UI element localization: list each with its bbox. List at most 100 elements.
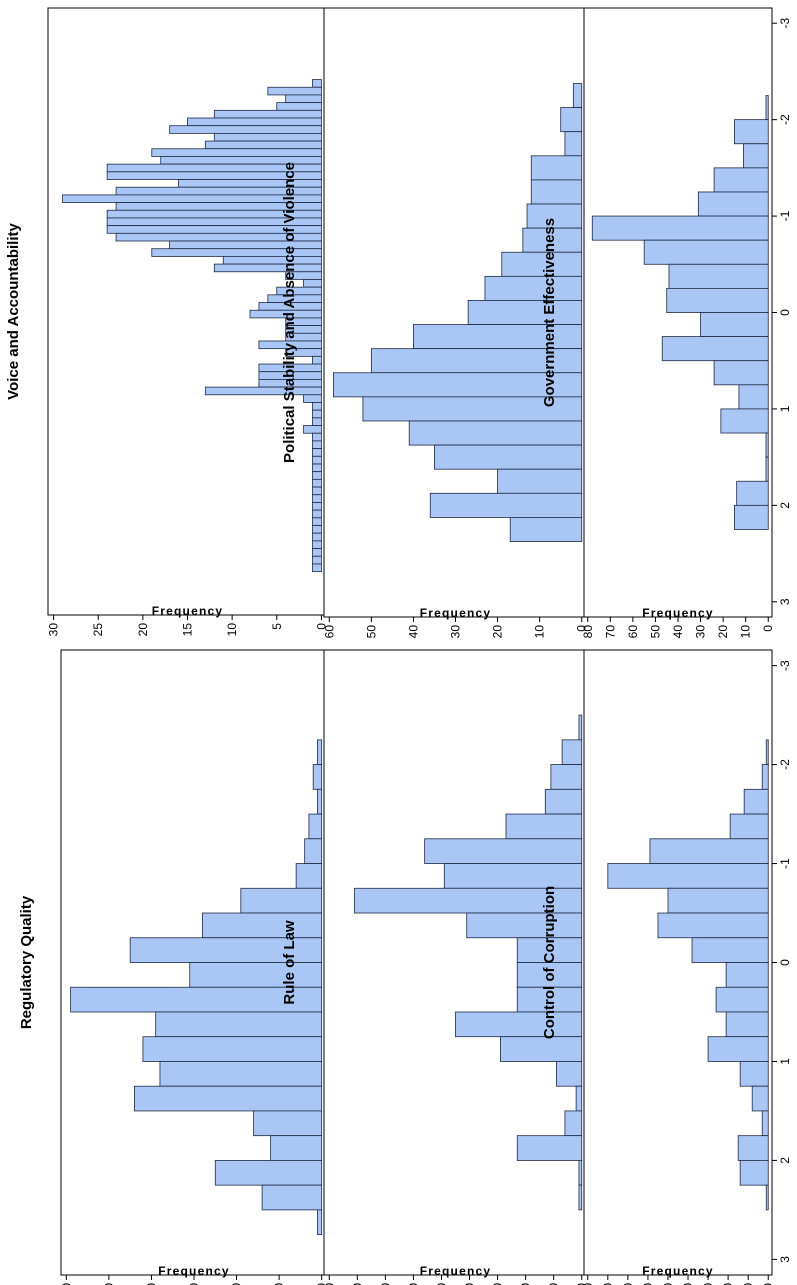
chart-panel: 0102030405060708090-3-2-10123FrequencyRu… [281,650,607,1285]
frequency-tick-label: 15 [181,623,195,637]
histogram-bar [317,740,321,765]
histogram-bar [188,118,322,126]
histogram-bar [312,533,321,541]
histogram-bar [698,192,768,216]
histogram-bar [734,120,768,144]
frequency-axis-label: Frequency [642,606,714,620]
value-tick-label: 3 [778,1256,792,1263]
histogram-bar [156,1012,322,1037]
histogram-bar [667,288,769,312]
histogram-bar [286,95,322,103]
histogram-bar [214,110,321,118]
frequency-tick-label: 30 [449,625,463,639]
histogram-bar [485,276,582,300]
histogram-bar [565,132,582,156]
panel-title: Rule of Law [281,920,298,1005]
histogram-bar [766,96,768,120]
value-tick-label: 1 [778,405,792,412]
panel-title: Control of Corruption [541,886,558,1039]
histogram-bar [714,361,768,385]
histogram-bar [506,814,582,839]
histogram-bar [551,765,582,790]
frequency-tick-label: 20 [491,625,505,639]
value-tick-label: -1 [778,210,792,221]
histogram-bar [517,1136,582,1161]
histogram-bar [304,426,322,434]
histogram-bar [205,141,321,149]
value-tick-label: -1 [778,858,792,869]
histogram-bar [762,765,768,790]
histogram-bar [312,472,321,480]
histogram-bar [430,493,581,517]
histogram-bar [565,1111,582,1136]
histogram-bar [409,421,582,445]
histogram-bar [304,395,322,403]
histogram-bar [662,337,768,361]
histogram-bar [669,264,768,288]
histogram-bar [545,789,581,814]
histogram-bar [734,505,768,529]
frequency-tick-label: 20 [716,625,730,639]
histogram-bar [312,356,321,364]
histogram-bar [752,1086,768,1111]
histogram-bar [726,1012,768,1037]
frequency-tick-label: 10 [225,623,239,637]
panel-title: Regulatory Quality [18,895,35,1029]
histogram-bar [444,864,581,889]
histogram-bar [766,433,768,457]
histogram-bar [215,1160,321,1185]
histogram-bar [721,409,768,433]
histogram-bar [312,518,321,526]
histogram-bar [203,913,322,938]
frequency-tick-label: 70 [603,625,617,639]
frequency-tick-label: 40 [671,625,685,639]
histogram-bar [312,418,321,426]
histogram-bar [576,1086,582,1111]
histogram-bar [738,1136,768,1161]
histogram-bar [312,549,321,557]
histogram-bar [726,963,768,988]
histogram-bar [170,241,322,249]
histogram-bar [579,715,582,740]
histogram-bar [312,433,321,441]
value-tick-label: 0 [778,959,792,966]
histogram-bar [498,469,582,493]
histogram-bar [305,839,322,864]
histogram-bar [644,240,768,264]
histogram-bar [268,87,322,95]
histogram-bar [531,156,581,180]
histogram-bar [312,556,321,564]
histogram-bar [730,814,768,839]
frequency-tick-label: 30 [47,623,61,637]
value-tick-label: 2 [778,1157,792,1164]
value-tick-label: -2 [778,759,792,770]
histogram-bar [740,1061,768,1086]
histogram-bar [309,814,322,839]
histogram-bar [312,510,321,518]
histogram-bar [766,457,768,481]
frequency-tick-label: 20 [136,623,150,637]
histogram-bar [740,1160,768,1185]
histogram-bar [312,449,321,457]
histogram-bar [160,1061,322,1086]
frequency-tick-label: 50 [648,625,662,639]
histogram-bar [190,963,322,988]
frequency-axis-label: Frequency [420,606,492,620]
histogram-bar [312,479,321,487]
frequency-axis-label: Frequency [642,1264,714,1278]
histogram-bar [692,938,768,963]
histogram-bar [312,456,321,464]
frequency-tick-label: 5 [270,623,284,630]
histogram-bar [317,789,321,814]
histogram-bar [317,1210,321,1235]
frequency-axis-label: Frequency [420,1264,492,1278]
histogram-bar [456,1012,582,1037]
histogram-bar [312,441,321,449]
frequency-tick-label: 25 [91,623,105,637]
histogram-bar [766,1185,768,1210]
frequency-tick-label: 80 [581,625,595,639]
histogram-bar [708,1037,768,1062]
histogram-bar [762,1111,768,1136]
